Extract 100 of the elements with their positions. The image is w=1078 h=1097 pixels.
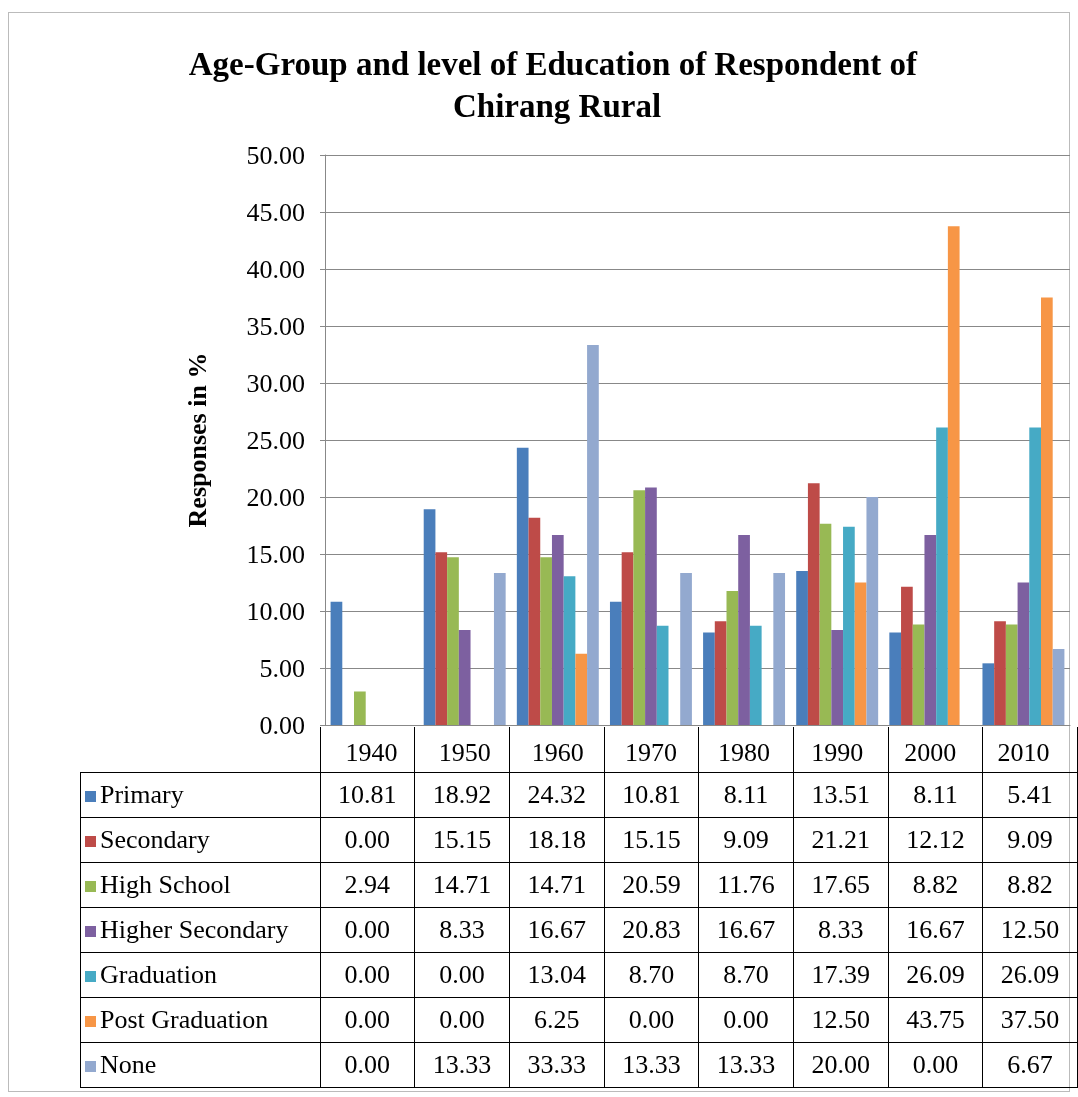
y-tick-label: 5.00 <box>259 653 305 683</box>
data-label: 43.75 <box>888 997 983 1042</box>
data-label: 15.15 <box>414 817 510 862</box>
bar <box>819 523 832 725</box>
bar <box>680 573 692 725</box>
data-label: 8.33 <box>793 907 889 952</box>
bar <box>901 586 913 725</box>
data-label: 14.71 <box>414 862 510 907</box>
bar <box>1052 648 1065 725</box>
x-tick-label: 1950 <box>438 737 491 767</box>
bar <box>633 490 646 725</box>
bar <box>528 517 541 725</box>
data-label: 13.51 <box>793 772 889 817</box>
y-tick-label: 10.00 <box>246 596 305 626</box>
data-label: 0.00 <box>320 907 415 952</box>
data-label: 8.11 <box>698 772 794 817</box>
bar <box>831 630 844 725</box>
y-tick-label: 45.00 <box>246 197 305 227</box>
data-label: 16.67 <box>509 907 605 952</box>
bar <box>936 427 948 725</box>
bar <box>726 590 739 725</box>
data-label: 13.33 <box>414 1042 510 1087</box>
bar <box>866 497 879 725</box>
y-tick-label: 50.00 <box>246 140 305 170</box>
data-label: 20.59 <box>604 862 699 907</box>
data-label: 13.33 <box>604 1042 699 1087</box>
legend-label: High School <box>80 862 321 907</box>
data-label: 12.12 <box>888 817 983 862</box>
data-label: 24.32 <box>509 772 605 817</box>
bar <box>854 582 867 725</box>
bar <box>435 552 448 725</box>
data-label: 10.81 <box>320 772 415 817</box>
bar <box>563 576 576 725</box>
legend-label: Post Graduation <box>80 997 321 1042</box>
data-label: 12.50 <box>793 997 889 1042</box>
data-label: 14.71 <box>509 862 605 907</box>
data-label: 0.00 <box>698 997 794 1042</box>
data-label: 11.76 <box>698 862 794 907</box>
bar <box>621 552 634 725</box>
data-label: 9.09 <box>698 817 794 862</box>
bar <box>924 534 937 725</box>
bar <box>423 509 436 725</box>
y-tick-label: 20.00 <box>246 482 305 512</box>
legend-label: Primary <box>80 772 321 817</box>
x-tick-label: 1980 <box>718 737 771 767</box>
bar <box>1029 427 1041 725</box>
data-label: 0.00 <box>320 952 415 997</box>
data-label: 17.65 <box>793 862 889 907</box>
data-label: 0.00 <box>604 997 699 1042</box>
legend-label: Graduation <box>80 952 321 997</box>
bar <box>354 691 366 725</box>
data-label: 8.70 <box>604 952 699 997</box>
bar <box>645 487 657 725</box>
x-tick-label: 1940 <box>345 737 398 767</box>
data-label: 8.82 <box>982 862 1078 907</box>
bar <box>447 557 459 725</box>
legend-label: Higher Secondary <box>80 907 321 952</box>
data-label: 10.81 <box>604 772 699 817</box>
data-label: 8.11 <box>888 772 983 817</box>
data-label: 0.00 <box>414 952 510 997</box>
bar <box>912 624 925 725</box>
bar <box>703 632 715 725</box>
y-tick-label: 0.00 <box>259 710 305 740</box>
data-label: 20.83 <box>604 907 699 952</box>
data-label: 0.00 <box>888 1042 983 1087</box>
bar <box>773 573 786 725</box>
data-label: 0.00 <box>320 817 415 862</box>
data-label: 12.50 <box>982 907 1078 952</box>
bar <box>458 630 471 725</box>
bar <box>714 621 727 725</box>
bar <box>575 653 588 725</box>
data-label: 21.21 <box>793 817 889 862</box>
bar <box>516 447 529 725</box>
data-label: 0.00 <box>414 997 510 1042</box>
bar <box>889 632 902 725</box>
bar <box>982 663 995 725</box>
data-label: 0.00 <box>320 1042 415 1087</box>
data-label: 15.15 <box>604 817 699 862</box>
y-tick-label: 35.00 <box>246 311 305 341</box>
data-label: 33.33 <box>509 1042 605 1087</box>
data-label: 6.25 <box>509 997 605 1042</box>
data-label: 8.33 <box>414 907 510 952</box>
y-axis-title: Responses in % <box>182 352 212 528</box>
bar <box>551 534 564 725</box>
data-label: 9.09 <box>982 817 1078 862</box>
x-tick-label: 1970 <box>624 737 677 767</box>
bar <box>540 557 552 725</box>
data-label: 26.09 <box>888 952 983 997</box>
bar <box>1005 624 1018 725</box>
data-label: 8.82 <box>888 862 983 907</box>
bar <box>843 526 855 725</box>
bar <box>738 534 750 725</box>
y-tick-label: 30.00 <box>246 368 305 398</box>
x-tick-label: 2010 <box>997 737 1050 767</box>
legend-label: None <box>80 1042 321 1087</box>
bar <box>1017 582 1030 725</box>
data-label: 2.94 <box>320 862 415 907</box>
bar <box>749 625 762 725</box>
data-label: 5.41 <box>982 772 1078 817</box>
x-tick-label: 1990 <box>811 737 864 767</box>
